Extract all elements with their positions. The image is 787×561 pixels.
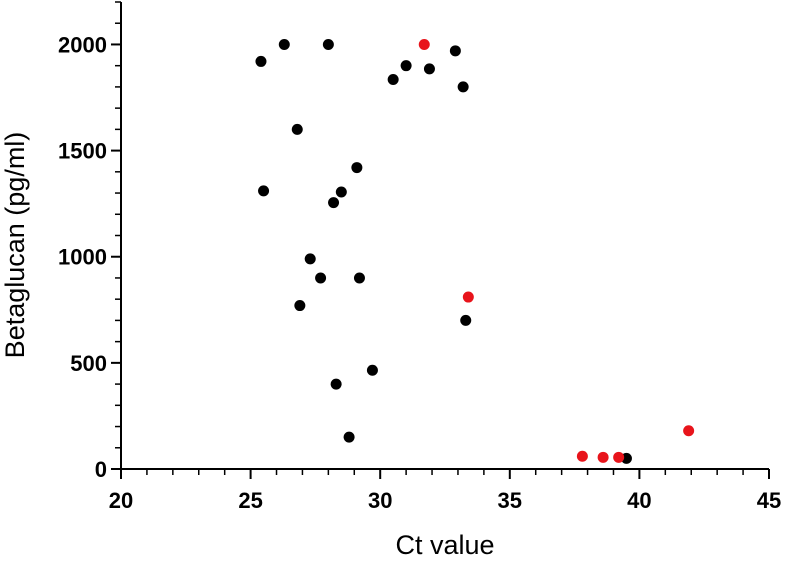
- data-point-black: [328, 197, 340, 209]
- data-point-black: [351, 162, 363, 174]
- axes: [120, 2, 769, 470]
- y-axis-title: Betaglucan (pg/ml): [0, 132, 30, 359]
- data-point-black: [322, 38, 334, 50]
- data-point-black: [294, 300, 306, 312]
- x-axis-title: Ct value: [395, 530, 494, 560]
- data-point-red: [683, 425, 695, 437]
- x-tick-label: 30: [368, 488, 392, 513]
- x-tick-label: 45: [757, 488, 781, 513]
- data-point-red: [462, 291, 474, 303]
- data-point-red: [418, 38, 430, 50]
- data-point-black: [330, 378, 342, 390]
- data-point-black: [304, 253, 316, 265]
- data-point-black: [460, 314, 472, 326]
- data-point-red: [613, 451, 625, 463]
- y-tick-label: 500: [70, 351, 107, 376]
- ticks: [111, 1, 770, 479]
- data-point-black: [457, 81, 469, 93]
- x-tick-label: 35: [498, 488, 522, 513]
- data-point-black: [258, 185, 270, 197]
- data-point-black: [423, 63, 435, 75]
- data-point-black: [353, 272, 365, 284]
- x-tick-label: 25: [238, 488, 262, 513]
- data-point-black: [335, 186, 347, 198]
- y-tick-label: 1500: [58, 139, 107, 164]
- y-tick-label: 1000: [58, 245, 107, 270]
- data-point-black: [449, 45, 461, 57]
- data-point-black: [315, 272, 327, 284]
- tick-labels: 20 25 30 35 40 45 0 500 1000 1500 2000: [58, 32, 781, 513]
- y-tick-label: 0: [95, 457, 107, 482]
- data-points: [255, 38, 695, 464]
- data-point-black: [400, 60, 412, 72]
- data-point-black: [387, 73, 399, 85]
- data-point-black: [366, 364, 378, 376]
- x-tick-label: 20: [109, 488, 133, 513]
- data-point-black: [343, 431, 355, 443]
- data-point-black: [278, 38, 290, 50]
- data-point-black: [255, 55, 267, 67]
- data-point-black: [291, 123, 303, 135]
- data-point-red: [597, 451, 609, 463]
- data-point-red: [576, 450, 588, 462]
- x-tick-label: 40: [627, 488, 651, 513]
- y-tick-label: 2000: [58, 32, 107, 57]
